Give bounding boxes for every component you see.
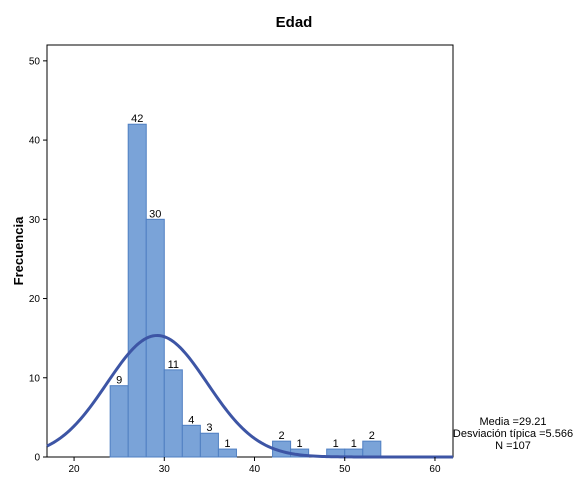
stat-std-dev: Desviación típica =5.566 — [453, 428, 573, 440]
bar-value-label: 1 — [224, 438, 230, 450]
bar-value-label: 11 — [168, 359, 179, 371]
stat-n: N =107 — [495, 440, 531, 452]
y-tick-label: 10 — [29, 373, 41, 384]
bar-value-label: 42 — [131, 113, 143, 125]
bars-layer — [109, 123, 382, 458]
x-tick-label: 30 — [159, 464, 171, 475]
histogram-bar — [181, 424, 201, 458]
bar-value-label: 30 — [149, 208, 161, 220]
stat-mean: Media =29.21 — [480, 416, 547, 428]
x-tick-label: 40 — [249, 464, 261, 475]
bar-value-label: 4 — [188, 414, 194, 426]
y-tick-label: 0 — [34, 453, 40, 464]
histogram-bar — [217, 448, 237, 458]
histogram-bar — [163, 369, 183, 458]
normal-curve — [46, 333, 453, 459]
histogram-bar — [109, 385, 129, 458]
y-tick-label: 30 — [29, 215, 41, 226]
bar-value-label: 9 — [116, 375, 122, 387]
histogram-bar — [362, 440, 382, 458]
y-tick-label: 40 — [29, 136, 41, 147]
x-tick-label: 50 — [339, 464, 351, 475]
histogram-bar — [199, 432, 219, 458]
y-tick-label: 20 — [29, 294, 41, 305]
y-tick-label: 50 — [29, 56, 41, 67]
chart-title: Edad — [276, 14, 313, 31]
x-tick-label: 20 — [69, 464, 81, 475]
x-tick-label: 60 — [429, 464, 441, 475]
bar-value-label: 2 — [279, 430, 285, 442]
x-ticks-layer: 20 30 40 50 60 — [69, 457, 441, 475]
histogram-bar — [127, 123, 147, 458]
y-axis-label: Frecuencia — [11, 216, 26, 285]
bar-value-label: 1 — [351, 438, 357, 450]
normal-curve-layer — [46, 333, 453, 459]
plot-area-frame — [46, 44, 454, 458]
y-ticks-layer: 0 10 20 30 40 50 — [29, 56, 47, 464]
bar-value-label: 3 — [206, 422, 212, 434]
bar-value-label: 2 — [369, 430, 375, 442]
bar-value-label: 1 — [333, 438, 339, 450]
bar-value-label: 1 — [297, 438, 303, 450]
